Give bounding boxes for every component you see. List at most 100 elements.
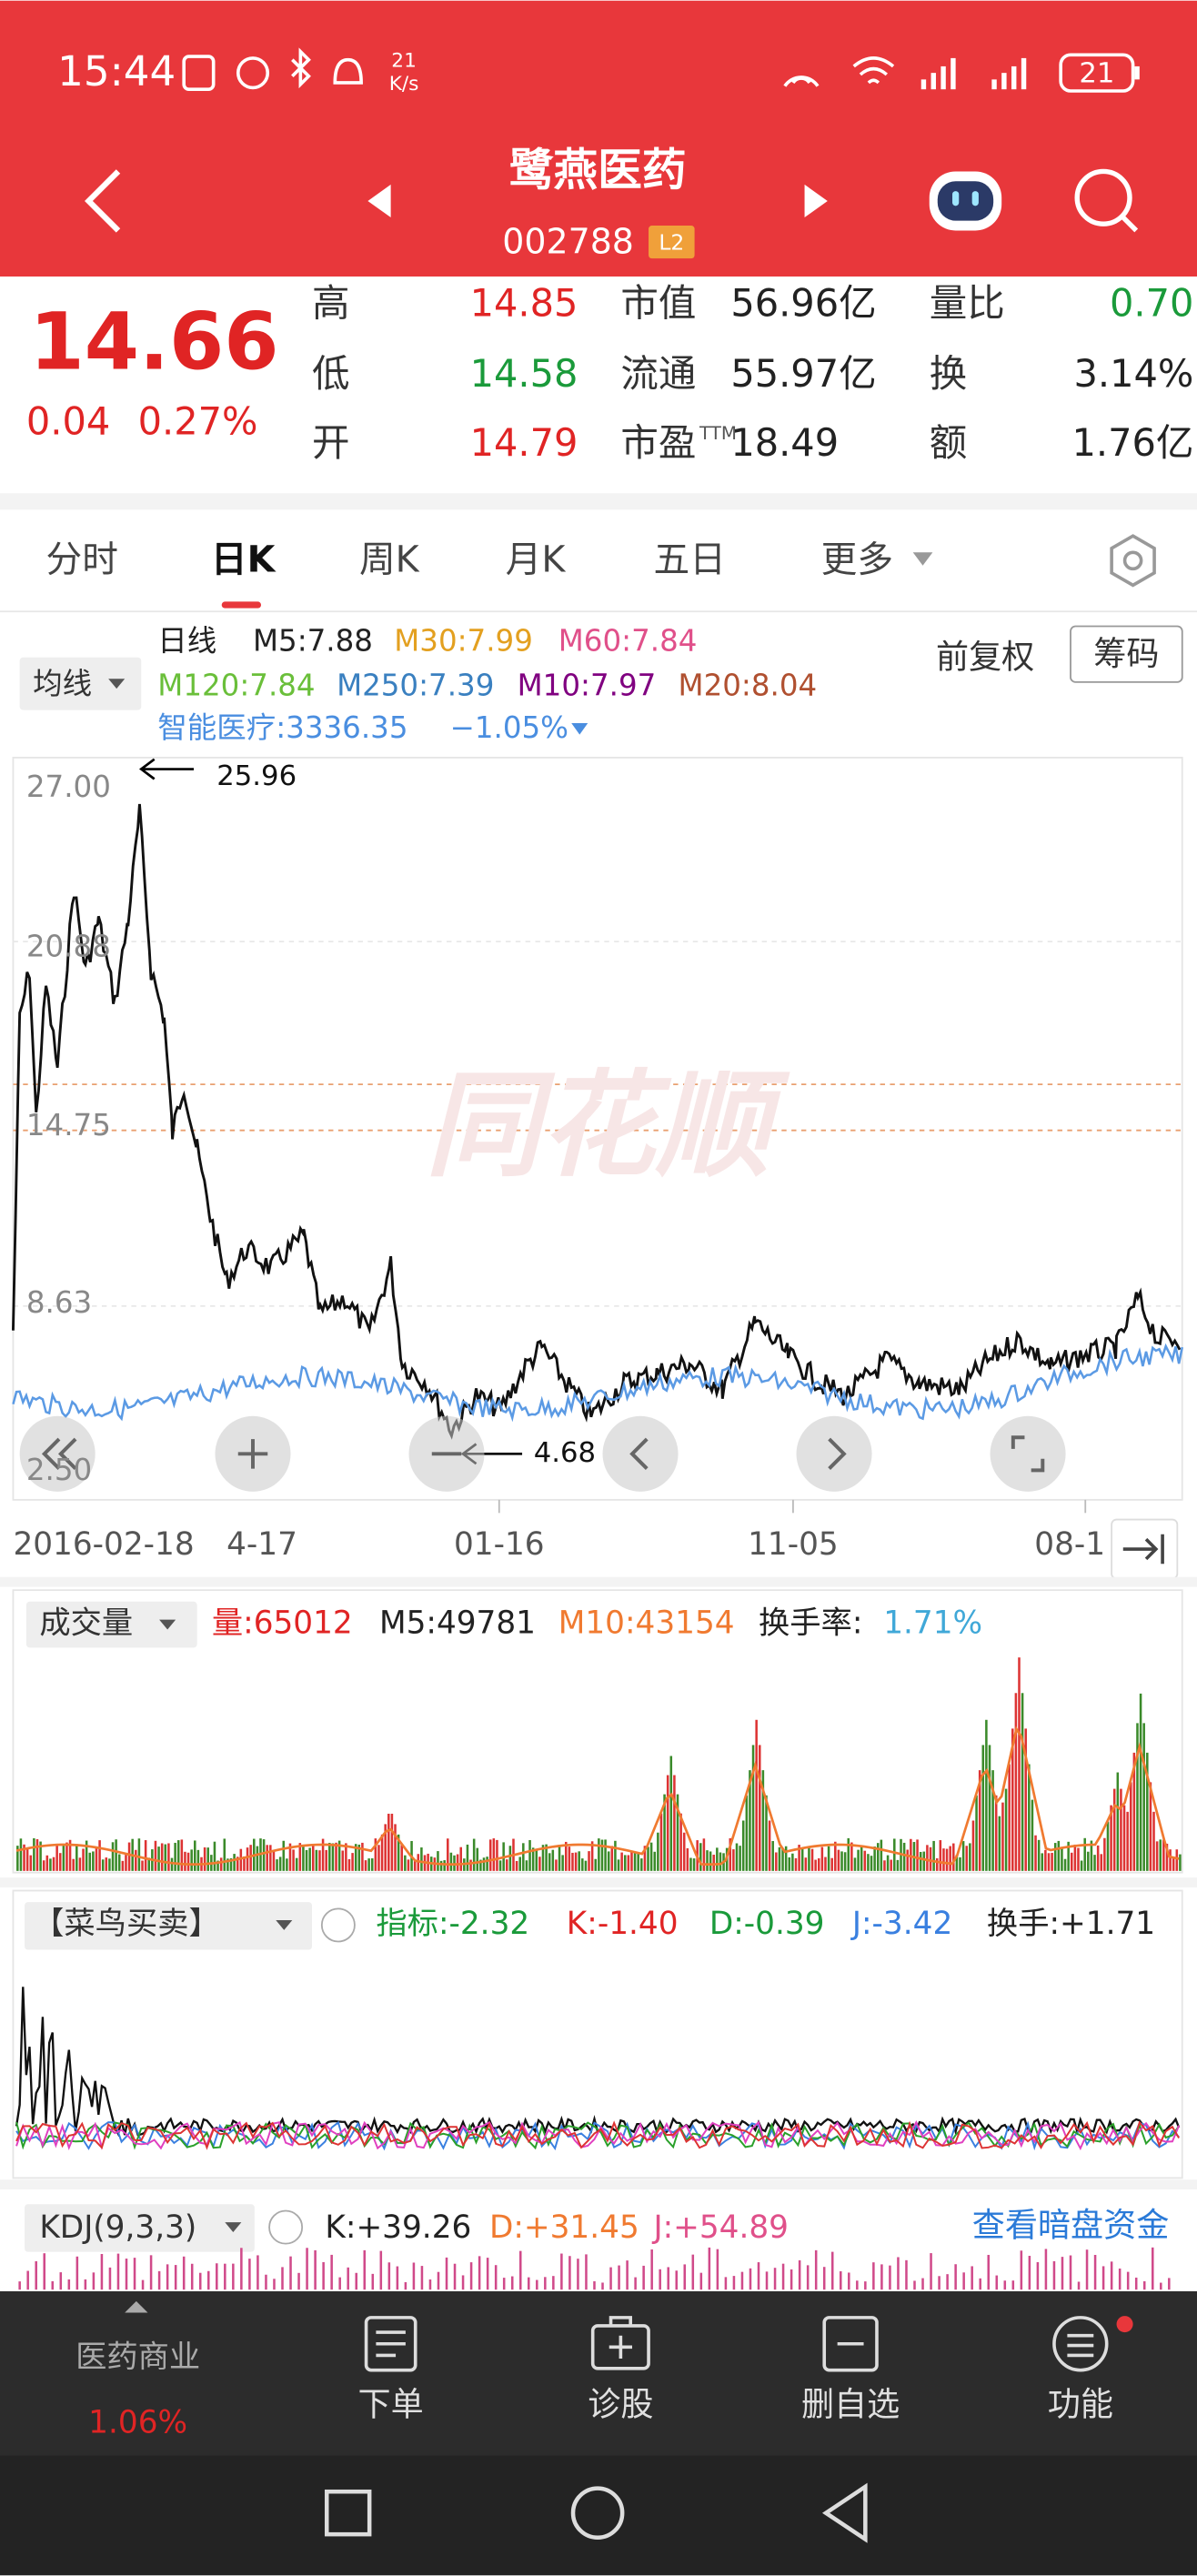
volume-bar [926,1845,929,1871]
home[interactable] [570,2486,625,2541]
volume-bar [1041,1853,1044,1871]
volume-bar [706,1850,709,1871]
x-label: 4-17 [226,1526,297,1563]
search-button[interactable] [1074,168,1139,233]
adjust-mode[interactable]: 前复权 [936,638,1034,677]
volume-bar [272,1850,276,1871]
chart-tab[interactable]: 日K [211,539,277,581]
volume-bar [345,1843,347,1871]
chart-tab[interactable]: 更多 [821,539,893,581]
volume-bar [1175,1849,1179,1871]
settings-button[interactable] [1110,534,1156,588]
volume-bar [578,1851,580,1871]
diagnose-icon[interactable] [590,2324,650,2370]
volume-bar [778,1846,781,1871]
volume-bar [623,1855,627,1871]
volume-bar [867,1854,870,1871]
indicator-button[interactable] [25,1902,312,1950]
volume-bar [522,1843,525,1871]
volume-bar [709,1851,712,1871]
volume-m5: M5:49781 [379,1605,536,1642]
chart-tab[interactable]: 分时 [46,539,118,581]
volume-bar [929,1846,932,1871]
volume-bar [1090,1840,1093,1871]
zoom-out-left[interactable] [19,1415,96,1492]
chart-tab[interactable]: 月K [506,539,567,581]
volume-bar [308,1847,311,1871]
volume-bar [834,1841,837,1871]
volume-bar [506,1859,508,1871]
next-stock[interactable] [804,184,828,218]
prev-stock[interactable] [367,184,391,218]
volume-bar [988,1745,991,1871]
volume-bar [741,1820,745,1871]
volume-bar [682,1832,686,1871]
volume-bar [942,1848,945,1871]
volume-bar [647,1846,649,1871]
volume-bar [939,1840,942,1871]
stat-value: 0.70 [1110,280,1193,325]
volume-bar [637,1853,639,1871]
volume-bar [1165,1843,1169,1871]
function-icon[interactable] [1052,2316,1109,2372]
volume-bar [775,1852,778,1871]
assistant-robot[interactable] [929,171,1002,231]
nav-item[interactable]: 删自选 [801,2384,900,2423]
volume-bar [555,1859,558,1871]
recents[interactable] [324,2489,372,2537]
expand-arrow[interactable] [125,2300,148,2313]
order-icon[interactable] [364,2316,417,2372]
volume-bar [669,1756,673,1871]
nav-sector[interactable]: 医药商业 [75,2339,200,2375]
chips-button[interactable] [1070,625,1183,683]
chart-tab[interactable]: 周K [359,539,420,581]
stat-value: 14.58 [470,351,578,396]
ma-value: M60:7.84 [558,624,698,659]
volume-bar [249,1845,252,1871]
volume-bar [732,1849,735,1871]
chart-tab[interactable]: 五日 [653,539,725,581]
volume-bar [466,1844,469,1871]
volume-bar [716,1847,719,1871]
volume-bar [1067,1841,1070,1871]
volume-button[interactable] [25,1601,197,1648]
ma-button[interactable] [19,657,142,710]
nav-item[interactable]: 诊股 [588,2384,653,2423]
remove-icon[interactable] [822,2316,879,2372]
volume-bar [800,1848,804,1871]
volume-bar [459,1846,462,1871]
volume-bar [508,1846,512,1871]
volume-bar [318,1850,321,1871]
notification-dot [1116,2316,1133,2333]
scroll-left[interactable] [602,1415,679,1492]
help-icon[interactable] [268,2209,304,2245]
nav-item[interactable]: 功能 [1048,2384,1113,2423]
volume-bar [551,1849,555,1871]
dark-pool-link[interactable]: 查看暗盘资金 [972,2206,1170,2245]
volume-bar [194,1840,196,1871]
volume-bar [666,1775,669,1871]
status-time: 15:44 [57,47,176,96]
volume-bar [276,1859,278,1871]
volume-bar [1179,1854,1182,1871]
volume-bar [141,1860,144,1871]
help-icon[interactable] [320,1907,356,1943]
scroll-right[interactable] [796,1415,872,1492]
back-button[interactable] [85,169,121,233]
volume-bar [387,1813,390,1871]
nav-item[interactable]: 下单 [358,2384,424,2423]
volume-bar [374,1838,377,1871]
volume-bar [935,1857,939,1871]
fullscreen[interactable] [990,1415,1066,1492]
volume-bar [640,1858,643,1871]
back[interactable] [821,2482,868,2543]
stat-label: 低 [312,351,350,396]
volume-bar [236,1857,239,1871]
volume-bar [870,1856,873,1871]
volume-bar [176,1840,180,1871]
kdj-button[interactable] [25,2204,255,2252]
volume-bar [35,1838,39,1871]
volume-bar [180,1839,184,1871]
ma-value: M10:7.97 [518,668,657,702]
settings-icon [1122,550,1143,571]
